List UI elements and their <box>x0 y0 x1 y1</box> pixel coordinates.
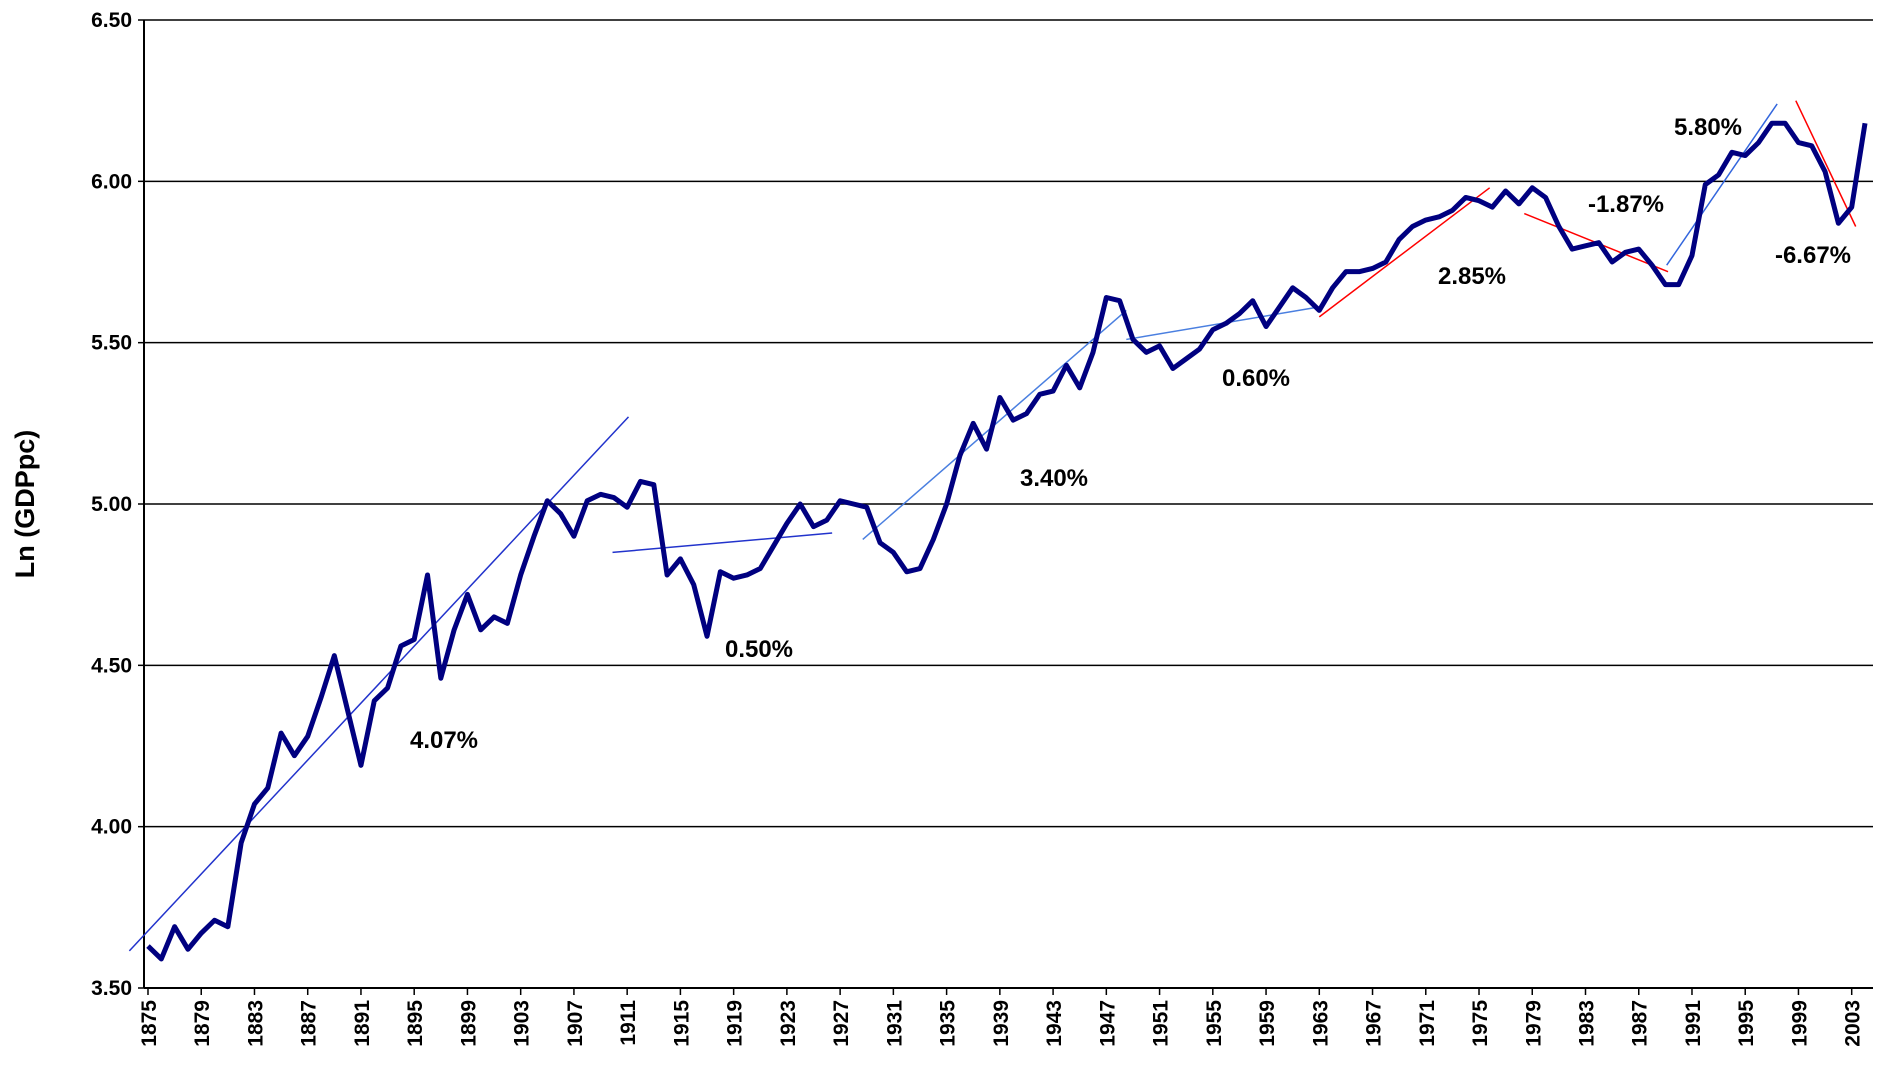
x-tick-label: 1915 <box>670 1000 693 1047</box>
x-tick-label: 1939 <box>990 1000 1013 1047</box>
trend-label: -6.67% <box>1775 242 1851 269</box>
x-tick-label: 1879 <box>191 1000 214 1047</box>
x-tick-label: 1919 <box>724 1000 747 1047</box>
x-tick-label: 1999 <box>1788 1000 1811 1047</box>
x-tick-label: 1895 <box>404 1000 427 1047</box>
x-tick-label: 1983 <box>1575 1000 1598 1047</box>
x-tick-label: 1887 <box>298 1000 321 1047</box>
trend-line <box>612 532 833 554</box>
y-tick-label: 6.50 <box>91 9 132 32</box>
trend-label: 0.50% <box>725 636 793 663</box>
x-tick-label: 1943 <box>1043 1000 1066 1047</box>
y-tick-label: 4.00 <box>91 816 132 839</box>
x-tick-label: 1935 <box>937 1000 960 1047</box>
x-tick-label: 1955 <box>1203 1000 1226 1047</box>
trend-label: -1.87% <box>1588 191 1664 218</box>
x-tick-label: 1875 <box>138 1000 161 1047</box>
y-tick-label: 4.50 <box>91 654 132 677</box>
x-tick-label: 1987 <box>1629 1000 1652 1047</box>
trend-label: 0.60% <box>1222 365 1290 392</box>
x-tick-label: 1883 <box>244 1000 267 1047</box>
x-tick-label: 1947 <box>1096 1000 1119 1047</box>
y-tick-label: 3.50 <box>91 977 132 1000</box>
x-tick-label: 1899 <box>457 1000 480 1047</box>
trend-label: 2.85% <box>1438 263 1506 290</box>
trend-line <box>128 416 630 952</box>
x-tick-label: 1951 <box>1150 1000 1173 1047</box>
x-tick-label: 1931 <box>883 1000 906 1047</box>
y-tick-label: 6.00 <box>91 170 132 193</box>
x-tick-label: 1903 <box>511 1000 534 1047</box>
x-tick-label: 1975 <box>1469 1000 1492 1047</box>
x-tick-label: 1963 <box>1309 1000 1332 1047</box>
x-tick-label: 1923 <box>777 1000 800 1047</box>
trend-line <box>1795 100 1857 227</box>
trend-label: 5.80% <box>1674 114 1742 141</box>
x-tick-label: 1991 <box>1682 1000 1705 1047</box>
x-tick-label: 1891 <box>351 1000 374 1047</box>
x-tick-label: 2003 <box>1842 1000 1865 1047</box>
x-tick-label: 1927 <box>830 1000 853 1047</box>
x-tick-label: 1911 <box>617 1000 640 1046</box>
trend-label: 4.07% <box>410 727 478 754</box>
x-tick-label: 1971 <box>1416 1000 1439 1047</box>
y-tick-label: 5.50 <box>91 332 132 355</box>
x-tick-label: 1995 <box>1735 1000 1758 1047</box>
data-line <box>146 120 1868 962</box>
x-tick-label: 1959 <box>1256 1000 1279 1047</box>
x-tick-label: 1979 <box>1522 1000 1545 1047</box>
x-tick-label: 1907 <box>564 1000 587 1047</box>
trend-label: 3.40% <box>1020 465 1088 492</box>
trend-line <box>1318 187 1491 318</box>
y-tick-label: 5.00 <box>91 493 132 516</box>
trend-line <box>1666 103 1778 266</box>
x-tick-label: 1967 <box>1363 1000 1386 1047</box>
y-axis-title: Ln (GDPpc) <box>10 430 40 579</box>
